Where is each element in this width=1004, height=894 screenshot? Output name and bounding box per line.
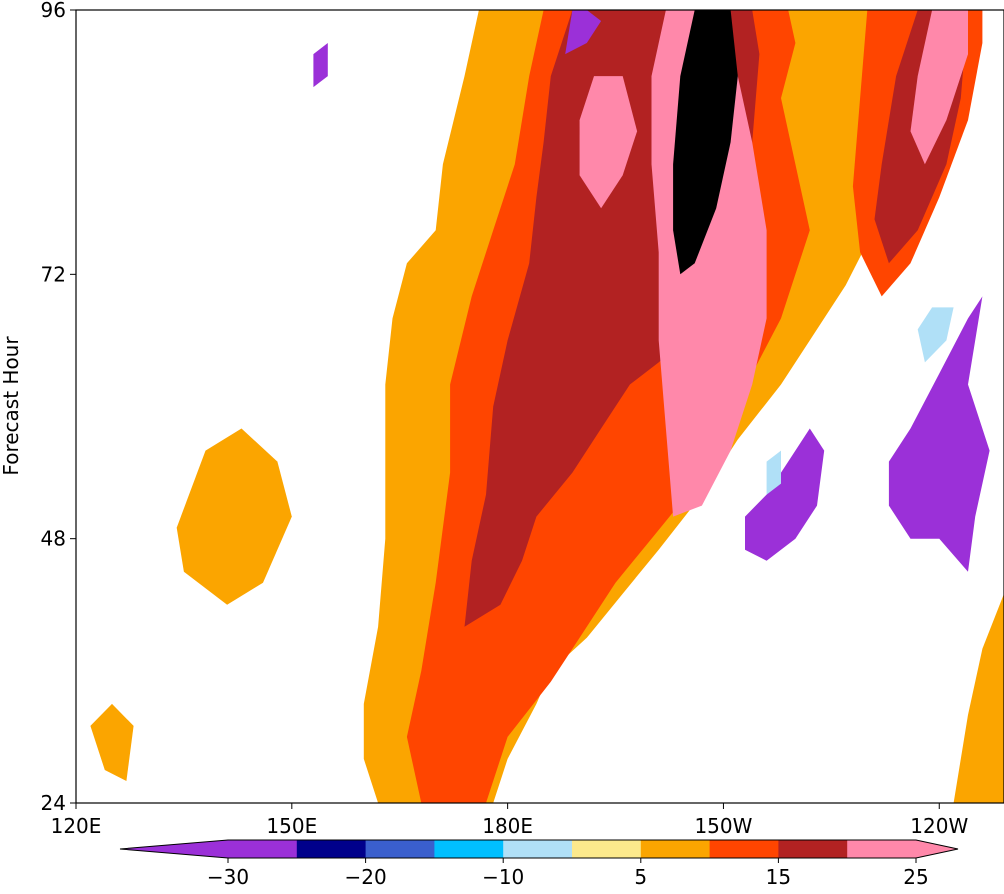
- plot-frame: [75, 9, 1004, 804]
- colorbar-segment: [503, 840, 573, 858]
- colorbar-segment: [365, 840, 435, 858]
- x-tick-label: 180E: [482, 814, 533, 838]
- contour-region-1: [953, 593, 1004, 803]
- colorbar-segment: [847, 840, 917, 858]
- contour-region-3: [90, 703, 134, 781]
- contour-region-11: [673, 10, 738, 275]
- colorbar-segment: [434, 840, 504, 858]
- colorbar-segment: [640, 840, 711, 858]
- colorbar-tick-label: −30: [207, 865, 249, 889]
- contour-region-16: [917, 307, 954, 363]
- colorbar-segment: [778, 840, 848, 858]
- contour-region-17: [766, 450, 781, 495]
- colorbar-tick-label: 25: [903, 865, 928, 889]
- contour-region-15: [313, 43, 328, 88]
- y-axis-label: Forecast Hour: [0, 336, 23, 476]
- colorbar-segment: [228, 840, 298, 858]
- x-tick-label: 120W: [910, 814, 968, 838]
- y-tick-label: 48: [41, 527, 66, 551]
- colorbar-tick-label: −10: [482, 865, 524, 889]
- contour-fill-layer: [90, 10, 1004, 803]
- colorbar-extend-low: [120, 840, 228, 858]
- x-axis: 120E 150E 180E 150W 120W: [51, 803, 968, 838]
- contour-region-13: [745, 428, 825, 561]
- colorbar-segment: [709, 840, 779, 858]
- y-tick-label: 72: [41, 262, 66, 286]
- contour-region-10: [910, 10, 968, 165]
- colorbar: −30 −20 −10 5 15 25: [119, 839, 959, 889]
- colorbar-extend-high: [916, 840, 958, 858]
- contour-region-12: [888, 296, 990, 572]
- colorbar-tick-label: 15: [766, 865, 791, 889]
- colorbar-segment: [572, 840, 642, 858]
- contour-region-9: [579, 76, 638, 209]
- contour-region-2: [176, 428, 292, 605]
- colorbar-tick-label: −20: [344, 865, 386, 889]
- y-axis: 24 48 72 96: [41, 0, 76, 815]
- y-tick-label: 24: [41, 791, 66, 815]
- x-tick-label: 150E: [266, 814, 317, 838]
- x-tick-label: 120E: [51, 814, 102, 838]
- colorbar-tick-label: 5: [634, 865, 647, 889]
- colorbar-segment: [296, 840, 367, 858]
- y-tick-label: 96: [41, 0, 66, 22]
- contour-region-14: [565, 10, 602, 55]
- x-tick-label: 150W: [694, 814, 752, 838]
